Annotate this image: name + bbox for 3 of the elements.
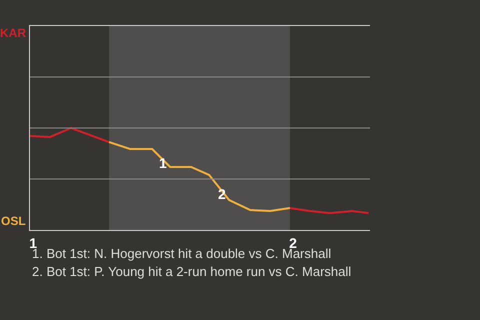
text: OSL	[1, 214, 26, 228]
text: KAR	[0, 26, 26, 40]
text: 2. Bot 1st: P. Young hit a 2-run home run vs C. Marshall	[32, 264, 352, 279]
